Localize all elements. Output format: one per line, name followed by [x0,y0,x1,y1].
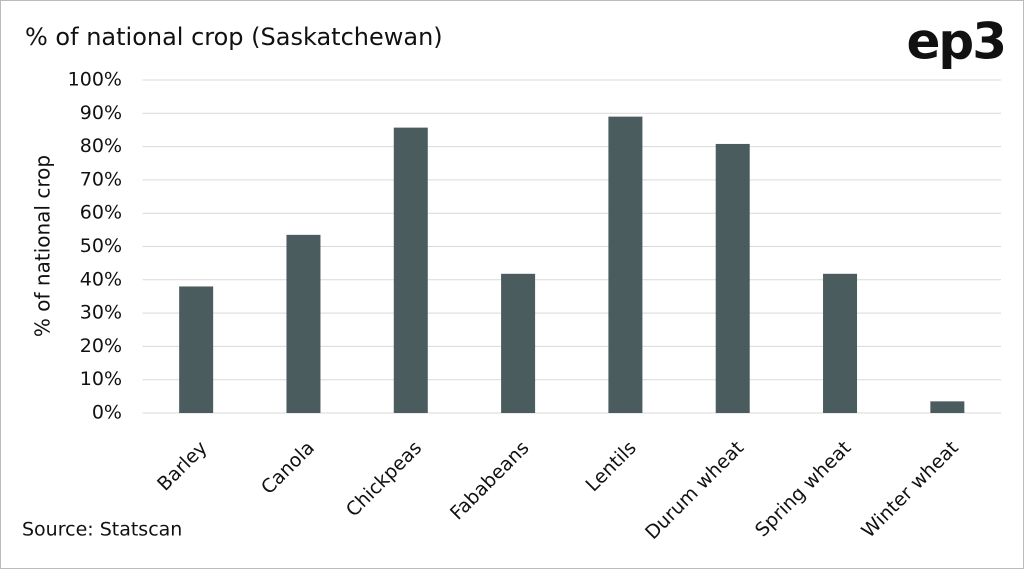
bar [501,273,536,413]
source: Source: Statscan [22,519,182,541]
bar [715,143,750,413]
y-tick-label: 100% [68,69,122,91]
chart-title: % of national crop (Saskatchewan) [25,23,443,51]
bar [608,116,643,413]
y-tick-label: 30% [80,302,122,324]
bar [286,234,321,413]
y-tick-label: 40% [80,268,122,290]
logo: ep3 [907,13,1006,71]
y-tick-label: 50% [80,235,122,257]
y-tick-label: 60% [80,202,122,224]
y-tick-label: 0% [92,402,122,424]
bar [930,401,965,413]
y-axis-label: % of national crop [31,155,55,337]
y-tick-label: 10% [80,368,122,390]
y-tick-label: 20% [80,335,122,357]
y-tick-label: 90% [80,102,122,124]
bar [823,273,858,413]
y-tick-label: 80% [80,135,122,157]
bar [179,286,214,413]
bar [393,127,428,413]
y-tick-label: 70% [80,168,122,190]
